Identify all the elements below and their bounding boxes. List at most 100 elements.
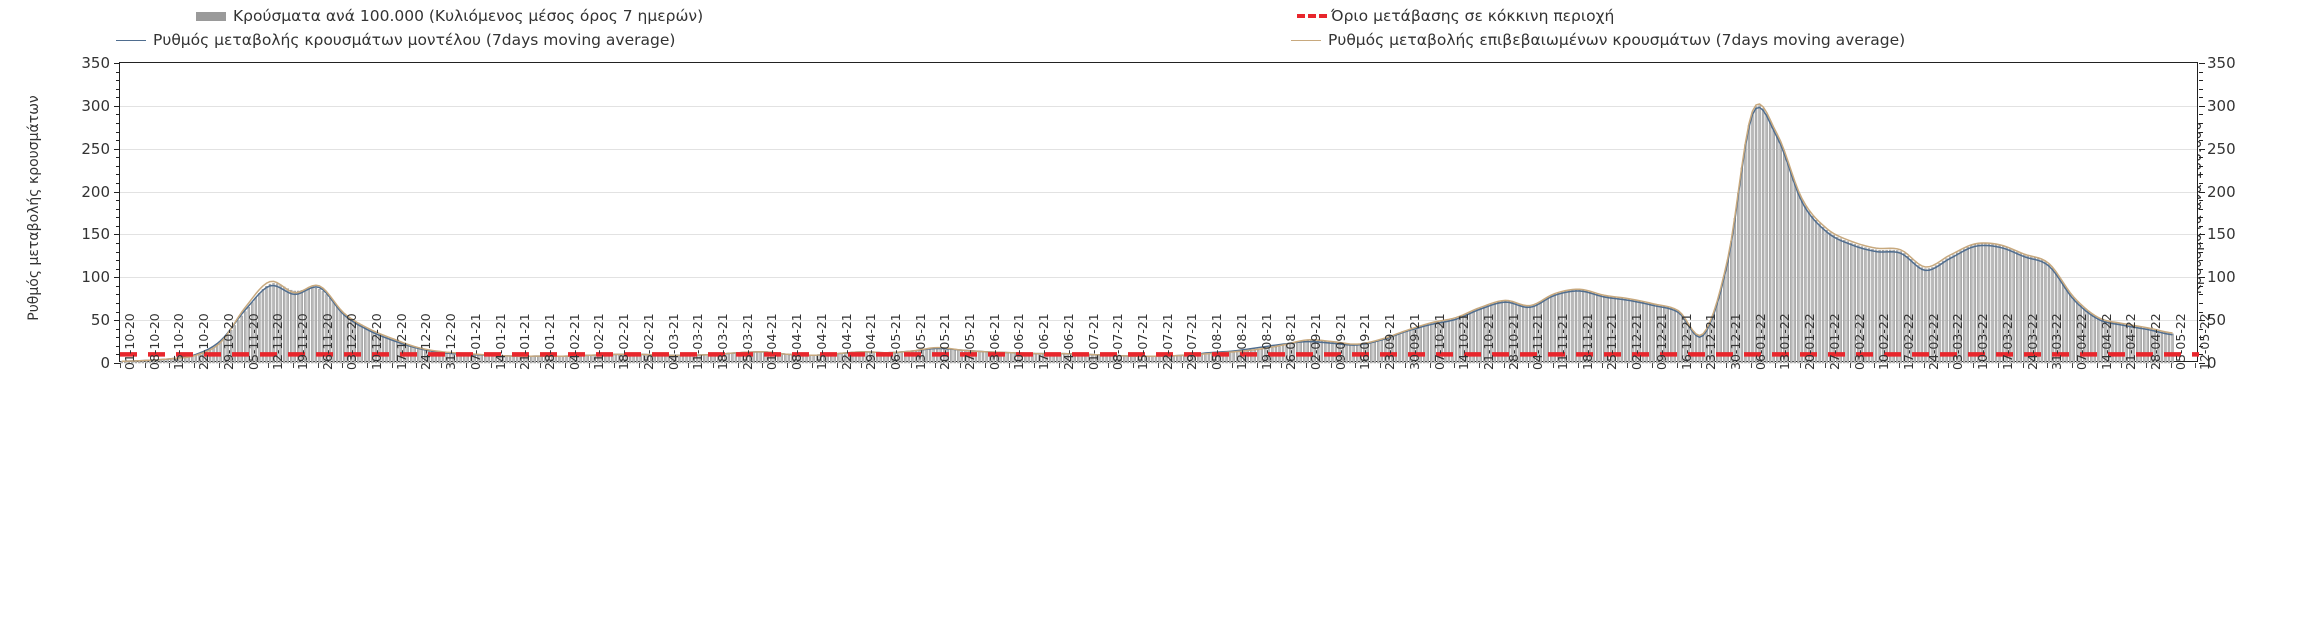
legend-item-confirmed-rate[interactable]: Ρυθμός μεταβολής επιβεβαιωμένων κρουσμάτ…: [1291, 30, 1905, 50]
x-axis-tick-label: 20-05-21: [937, 313, 953, 370]
legend-item-red-threshold[interactable]: Όριο μετάβασης σε κόκκινη περιοχή: [1297, 6, 1614, 26]
x-axis-tick-mark: [317, 363, 319, 368]
x-axis-tick-mark: [1973, 363, 1975, 368]
x-axis-tick-label: 16-12-21: [1678, 313, 1694, 370]
y-axis-minor-tick: [116, 285, 120, 287]
bar: [1483, 306, 1486, 364]
bar: [1945, 258, 1948, 364]
bar: [1599, 295, 1602, 364]
x-axis-tick-label: 30-09-21: [1406, 313, 1422, 370]
x-axis-tick-mark: [1034, 363, 1036, 368]
bar: [1994, 244, 1998, 364]
x-axis-tick-label: 01-04-21: [764, 313, 780, 370]
x-axis-tick-mark: [564, 363, 566, 368]
legend-item-model-rate[interactable]: Ρυθμός μεταβολής κρουσμάτων μοντέλου (7d…: [116, 30, 675, 50]
bar: [1581, 290, 1585, 364]
x-axis-tick-label: 08-10-20: [146, 313, 162, 370]
x-axis-tick-label: 01-07-21: [1085, 313, 1101, 370]
bar: [1592, 292, 1595, 364]
bar: [268, 283, 272, 364]
x-axis-tick-mark: [490, 363, 492, 368]
bar: [1571, 290, 1574, 364]
x-axis-tick-mark: [1380, 363, 1382, 368]
bar: [1825, 229, 1828, 364]
bar: [1956, 252, 1959, 364]
bar: [1610, 297, 1613, 364]
y-axis-tick-mark: [114, 63, 120, 64]
x-axis-tick-label: 19-08-21: [1258, 313, 1274, 370]
y-axis-minor-tick: [2199, 114, 2203, 116]
y-axis-tick-label: 350: [2207, 54, 2236, 72]
x-axis-tick-mark: [1800, 363, 1802, 368]
bar: [1257, 349, 1260, 364]
x-axis-tick-label: 28-01-21: [542, 313, 558, 370]
y-axis-minor-tick: [2199, 208, 2203, 210]
bar: [1620, 298, 1624, 364]
x-axis-tick-label: 09-12-21: [1653, 313, 1669, 370]
y-axis-minor-tick: [2199, 294, 2203, 296]
gridline: [120, 277, 2197, 279]
bar: [1814, 220, 1818, 364]
x-axis-tick-label: 29-04-21: [863, 313, 879, 370]
bar: [1437, 321, 1440, 364]
x-axis-tick-mark: [2146, 363, 2148, 368]
x-axis-tick-mark: [1997, 363, 1999, 368]
bar: [1836, 236, 1839, 364]
x-axis-tick-label: 12-08-21: [1233, 313, 1249, 370]
x-axis-tick-mark: [984, 363, 986, 368]
x-axis-tick-label: 23-09-21: [1382, 313, 1398, 370]
y-axis-minor-tick: [116, 268, 120, 270]
y-axis-minor-tick: [116, 251, 120, 253]
y-axis-tick-mark: [114, 191, 120, 193]
bar: [1468, 312, 1472, 364]
bar: [1645, 302, 1648, 364]
x-axis-tick-mark: [1108, 363, 1110, 368]
bar: [1285, 344, 1288, 364]
x-axis-tick-label: 24-03-22: [2024, 313, 2040, 370]
y-axis-minor-tick: [116, 114, 120, 116]
x-axis-tick-label: 08-04-21: [789, 313, 805, 370]
bar: [1952, 254, 1955, 364]
x-axis-tick-mark: [120, 363, 121, 368]
bar: [1871, 248, 1874, 364]
x-axis-tick-mark: [1454, 363, 1456, 368]
x-axis-tick-label: 17-03-22: [1999, 313, 2015, 370]
bar: [1461, 315, 1465, 364]
x-axis-tick-label: 08-07-21: [1110, 313, 1126, 370]
y-axis-tick-mark: [114, 320, 120, 322]
x-axis-tick-label: 14-04-22: [2098, 313, 2114, 370]
bar: [1310, 340, 1313, 364]
legend-item-cases-per-100k[interactable]: Κρούσματα ανά 100.000 (Κυλιόμενος μέσος …: [196, 6, 703, 26]
x-axis-tick-mark: [1330, 363, 1332, 368]
bar: [1564, 291, 1567, 364]
bar: [321, 291, 325, 364]
bar: [1253, 350, 1256, 364]
bar: [2160, 331, 2164, 364]
bar: [2128, 325, 2132, 364]
bar: [1970, 245, 1973, 364]
y-axis-minor-tick: [2199, 225, 2203, 227]
x-axis-tick-mark: [589, 363, 591, 368]
x-axis-tick-label: 17-12-20: [393, 313, 409, 370]
bar: [275, 283, 279, 364]
y-axis-minor-tick: [116, 123, 120, 124]
x-axis-tick-mark: [218, 363, 220, 368]
gridline: [120, 148, 2197, 150]
y-axis-tick-label: 50: [90, 311, 110, 330]
bar: [1966, 246, 1969, 364]
bar: [1804, 206, 1807, 364]
bar: [1666, 307, 1669, 364]
x-axis-tick-mark: [1577, 363, 1579, 368]
y-axis-minor-tick: [2199, 140, 2203, 142]
y-axis-minor-tick: [116, 80, 120, 82]
x-axis-tick-label: 22-07-21: [1159, 313, 1175, 370]
y-axis-tick-mark: [2199, 320, 2205, 322]
x-axis-tick-mark: [243, 363, 245, 368]
x-axis-tick-label: 11-02-21: [591, 313, 607, 370]
y-axis-minor-tick: [2199, 71, 2203, 73]
bar: [233, 325, 236, 364]
bar: [2157, 330, 2160, 364]
x-axis-tick-mark: [836, 363, 838, 368]
bar: [2132, 326, 2135, 364]
bar: [2146, 328, 2150, 364]
